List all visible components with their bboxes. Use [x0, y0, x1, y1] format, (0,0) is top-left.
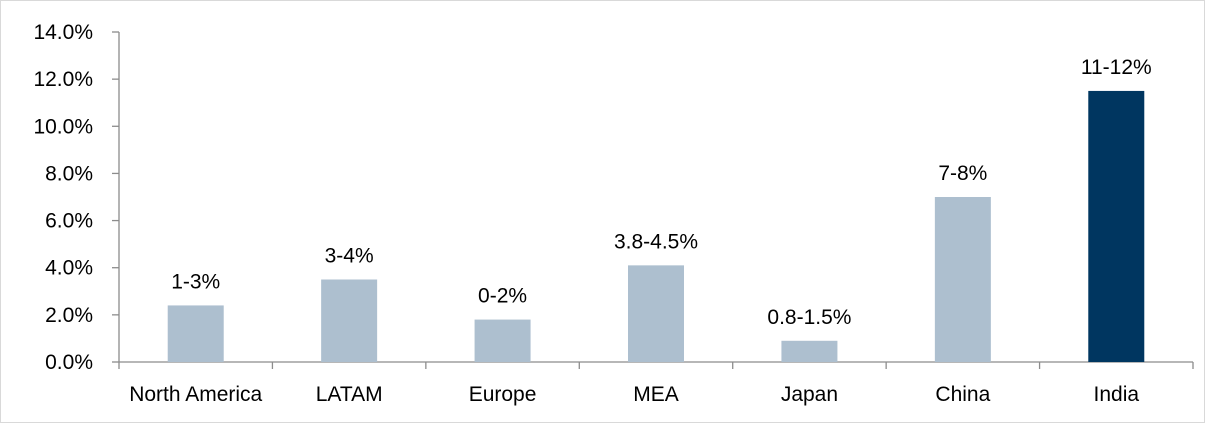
x-category-label: North America	[129, 383, 262, 406]
data-label: 0-2%	[478, 285, 527, 308]
data-label: 0.8-1.5%	[767, 306, 851, 329]
bar-mea	[628, 265, 684, 362]
y-axis: 0.0% 2.0% 4.0% 6.0% 8.0% 10.0% 12.0% 14.0%	[33, 21, 120, 374]
data-label: 11-12%	[1081, 56, 1152, 79]
x-category-label: Europe	[469, 383, 537, 406]
x-category-label: MEA	[633, 383, 679, 406]
x-axis: North America LATAM Europe MEA Japan China Ind…	[118, 361, 1194, 406]
x-category-label: LATAM	[316, 383, 383, 406]
bars	[167, 90, 1145, 362]
y-tick-label: 12.0%	[33, 68, 93, 91]
data-label: 1-3%	[171, 270, 220, 293]
data-label: 3.8-4.5%	[614, 230, 698, 253]
bar-japan	[781, 340, 838, 362]
y-tick-label: 2.0%	[45, 304, 93, 327]
y-tick-label: 4.0%	[45, 257, 93, 280]
bar-india	[1088, 90, 1145, 362]
bar-north-america	[167, 305, 224, 362]
bar-china	[934, 197, 991, 362]
x-category-label: India	[1094, 383, 1140, 406]
bar-europe	[474, 319, 531, 362]
y-tick-label: 8.0%	[45, 162, 93, 185]
x-category-label: Japan	[781, 383, 838, 406]
x-category-label: China	[935, 383, 990, 406]
data-label: 7-8%	[938, 162, 987, 185]
y-tick-label: 0.0%	[45, 351, 93, 374]
y-tick-label: 14.0%	[33, 21, 93, 44]
data-labels: 1-3% 3-4% 0-2% 3.8-4.5% 0.8-1.5% 7-8% 11-12%	[171, 56, 1152, 329]
data-label: 3-4%	[325, 245, 374, 268]
y-tick-label: 10.0%	[33, 115, 93, 138]
bar-latam	[321, 279, 378, 362]
y-tick-label: 6.0%	[45, 210, 93, 233]
